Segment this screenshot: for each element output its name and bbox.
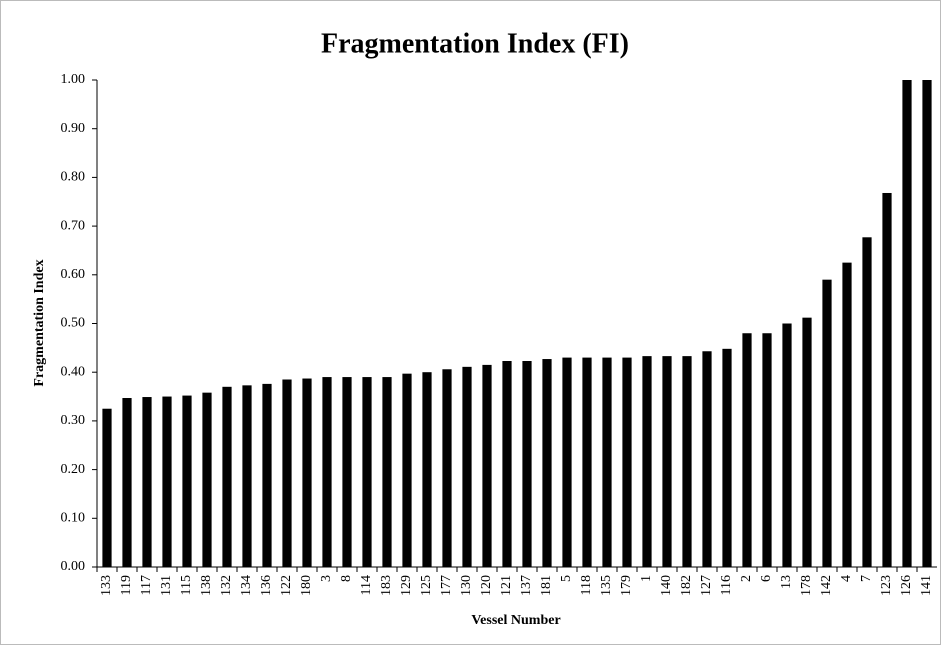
- x-tick-label: 117: [139, 575, 154, 595]
- bar: [282, 379, 292, 567]
- x-tick-label: 13: [779, 575, 794, 589]
- x-tick-label: 3: [319, 575, 334, 582]
- bar: [622, 357, 632, 567]
- bar: [462, 366, 472, 567]
- x-tick-label: 136: [259, 575, 274, 596]
- x-tick-label: 8: [339, 575, 354, 582]
- bar: [562, 357, 572, 567]
- x-tick-label: 4: [839, 575, 854, 582]
- x-tick-label: 180: [299, 575, 314, 596]
- bar: [182, 395, 192, 567]
- x-tick-label: 7: [859, 575, 874, 582]
- x-tick-label: 178: [799, 575, 814, 596]
- x-tick-label: 179: [619, 575, 634, 596]
- y-tick-label: 0.40: [61, 364, 86, 379]
- bar: [102, 408, 112, 567]
- x-tick-label: 5: [559, 575, 574, 582]
- bar: [262, 383, 272, 567]
- y-axis-title: Fragmentation Index: [32, 259, 47, 386]
- bar: [482, 364, 492, 567]
- x-tick-label: 114: [359, 575, 374, 595]
- y-tick-label: 0.20: [61, 462, 86, 477]
- x-tick-label: 141: [919, 575, 934, 596]
- y-tick-label: 1.00: [61, 72, 86, 87]
- bar: [662, 356, 672, 567]
- x-tick-label: 6: [759, 575, 774, 582]
- bar: [242, 385, 252, 567]
- bar: [702, 351, 712, 567]
- x-tick-label: 133: [99, 575, 114, 596]
- y-tick-label: 0.70: [61, 218, 86, 233]
- bar: [642, 356, 652, 567]
- bar: [782, 323, 792, 567]
- bar: [142, 397, 152, 567]
- bar: [582, 357, 592, 567]
- bar: [682, 356, 692, 567]
- x-tick-label: 129: [399, 575, 414, 596]
- x-tick-label: 123: [879, 575, 894, 596]
- x-tick-label: 126: [899, 575, 914, 596]
- bar: [442, 369, 452, 567]
- x-tick-label: 118: [579, 575, 594, 595]
- chart-title: Fragmentation Index (FI): [321, 28, 629, 59]
- bar: [342, 377, 352, 567]
- bar: [522, 360, 532, 567]
- bar: [762, 333, 772, 567]
- bar: [742, 333, 752, 567]
- bar: [882, 192, 892, 567]
- bar: [862, 237, 872, 567]
- x-tick-label: 135: [599, 575, 614, 596]
- x-tick-label: 127: [699, 575, 714, 596]
- x-tick-label: 140: [659, 575, 674, 596]
- y-tick-label: 0.00: [61, 559, 86, 574]
- bar: [402, 373, 412, 567]
- x-tick-label: 115: [179, 575, 194, 595]
- bar: [162, 396, 172, 567]
- x-tick-label: 132: [219, 575, 234, 596]
- x-tick-label: 134: [239, 575, 254, 596]
- y-tick-label: 0.10: [61, 511, 86, 526]
- x-tick-label: 2: [739, 575, 754, 582]
- x-tick-label: 142: [819, 575, 834, 596]
- bar: [222, 386, 232, 567]
- bar: [382, 377, 392, 567]
- x-axis-title: Vessel Number: [471, 613, 560, 628]
- x-tick-label: 125: [419, 575, 434, 596]
- bar: [542, 359, 552, 567]
- bar: [122, 398, 132, 567]
- bar: [422, 372, 432, 567]
- y-tick-label: 0.90: [61, 121, 86, 136]
- x-tick-label: 1: [639, 575, 654, 582]
- y-tick-label: 0.80: [61, 170, 86, 185]
- x-tick-label: 130: [459, 575, 474, 596]
- bar: [842, 262, 852, 567]
- x-tick-label: 181: [539, 575, 554, 596]
- x-tick-label: 122: [279, 575, 294, 596]
- x-tick-label: 182: [679, 575, 694, 596]
- bar: [822, 279, 832, 567]
- x-tick-label: 120: [479, 575, 494, 596]
- x-tick-label: 177: [439, 575, 454, 596]
- bar: [902, 80, 912, 567]
- x-tick-label: 183: [379, 575, 394, 596]
- bar: [922, 80, 932, 567]
- bar: [802, 317, 812, 567]
- x-tick-label: 138: [199, 575, 214, 596]
- y-tick-label: 0.50: [61, 316, 86, 331]
- bar: [302, 378, 312, 567]
- x-tick-label: 119: [119, 575, 134, 595]
- bar: [722, 348, 732, 567]
- x-tick-label: 131: [159, 575, 174, 596]
- y-tick-label: 0.60: [61, 267, 86, 282]
- y-tick-label: 0.30: [61, 413, 86, 428]
- bar: [502, 360, 512, 567]
- bar: [202, 392, 212, 567]
- bar: [362, 377, 372, 567]
- x-tick-label: 116: [719, 575, 734, 595]
- x-tick-label: 121: [499, 575, 514, 596]
- x-tick-label: 137: [519, 575, 534, 596]
- bar: [322, 377, 332, 567]
- bar: [602, 357, 612, 567]
